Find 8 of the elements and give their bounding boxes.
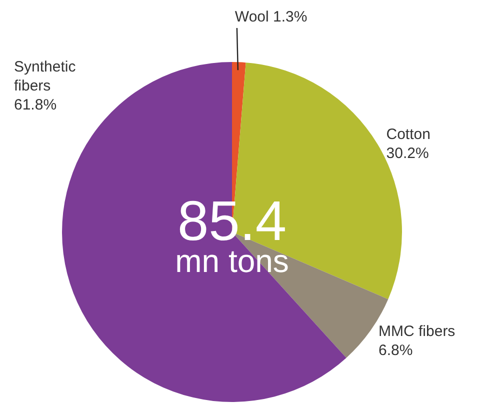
data-label: 6.8% [378, 342, 413, 360]
slice-label: Synthetic fibers [14, 58, 76, 95]
text: mn tons [175, 243, 289, 279]
data-label: 61.8% [14, 96, 57, 114]
slice-label: Wool 1.3% [234, 8, 308, 26]
slice-label: MMC fibers [378, 323, 456, 340]
data-label: 30.2% [386, 144, 429, 162]
slice-label: Cotton [386, 126, 430, 143]
